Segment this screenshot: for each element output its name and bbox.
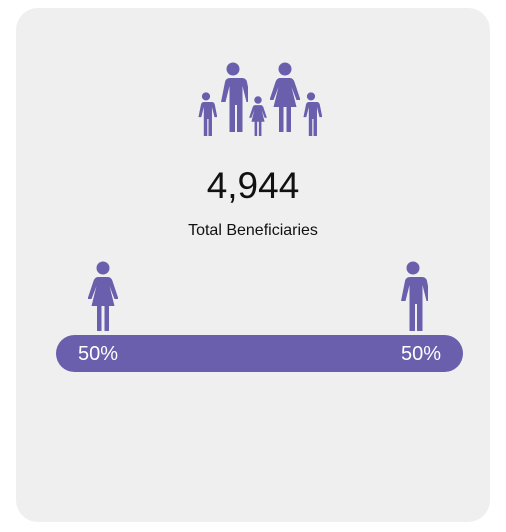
split-label: 50%: [78, 343, 118, 365]
split-segment: [259, 335, 463, 372]
split-segment: [56, 335, 260, 372]
card: [16, 8, 490, 522]
split-labels: 50% 50%: [78, 343, 441, 365]
split-label: 50%: [401, 343, 441, 365]
total-label: Total Beneficiaries: [188, 222, 318, 239]
total-value: 4,944: [207, 165, 300, 206]
split-bar: [56, 335, 463, 372]
